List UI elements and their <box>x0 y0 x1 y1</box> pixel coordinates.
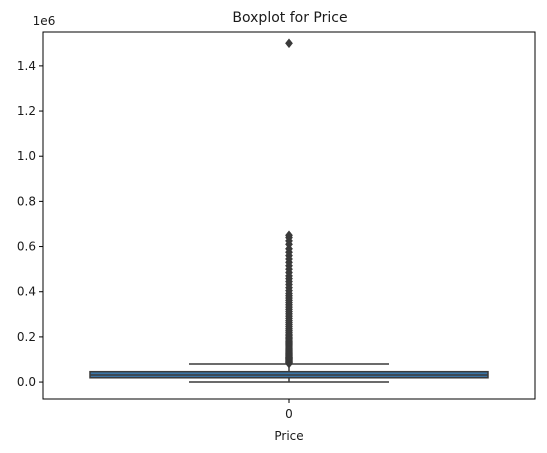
y-tick-label: 0.2 <box>17 330 36 344</box>
y-tick-label: 0.8 <box>17 194 36 208</box>
y-tick-label: 1.4 <box>17 59 36 73</box>
y-tick-label: 0.0 <box>17 375 36 389</box>
y-tick-label: 0.6 <box>17 240 36 254</box>
plot-area <box>89 38 489 383</box>
y-offset-label: 1e6 <box>33 14 56 28</box>
y-tick-label: 1.0 <box>17 149 36 163</box>
x-axis-label: Price <box>274 429 303 443</box>
outlier-point <box>285 230 293 241</box>
chart-title: Boxplot for Price <box>232 10 347 26</box>
x-tick-label: 0 <box>285 407 293 421</box>
outlier-point <box>285 38 293 49</box>
y-tick-label: 1.2 <box>17 104 36 118</box>
y-tick-label: 0.4 <box>17 285 36 299</box>
